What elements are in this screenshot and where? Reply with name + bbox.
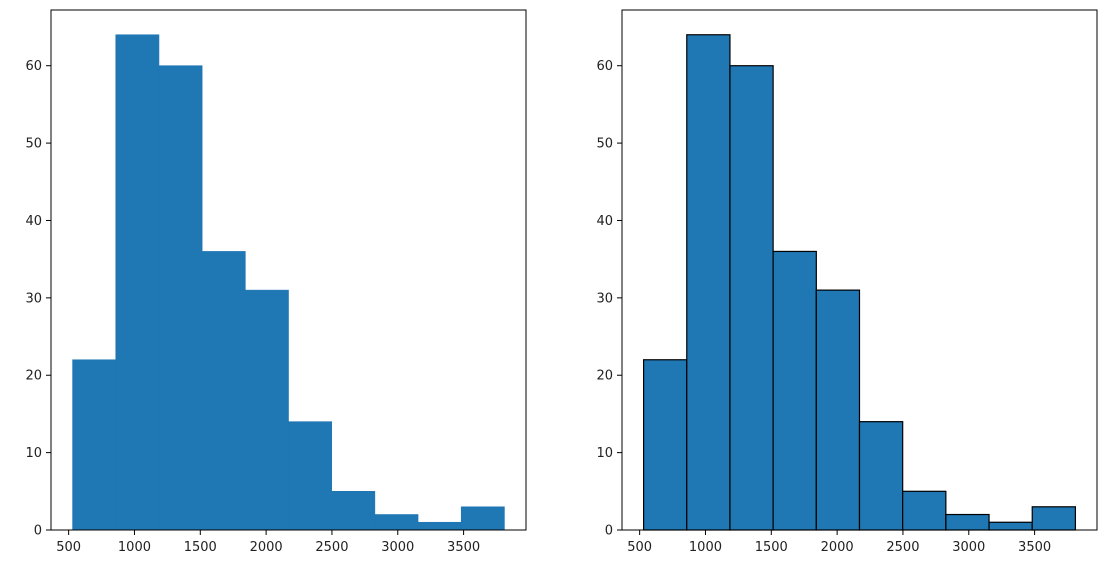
right-x-tick-label: 2500 xyxy=(886,540,919,555)
right-bar-9 xyxy=(1031,506,1077,531)
right-bar-7 xyxy=(945,513,990,531)
left-x-tick-label: 2000 xyxy=(250,540,283,555)
right-bar-8 xyxy=(988,521,1033,531)
right-bar-1 xyxy=(686,34,731,531)
right-y-tick-label: 0 xyxy=(605,524,613,539)
right-x-tick-label: 3000 xyxy=(952,540,985,555)
right-bar-5 xyxy=(858,421,904,531)
right-y-tick-label: 60 xyxy=(596,59,613,74)
left-bar-1 xyxy=(115,34,160,531)
right-x-tick-label: 1500 xyxy=(755,540,788,555)
left-x-tick-label: 3500 xyxy=(447,540,480,555)
left-y-tick-label: 20 xyxy=(25,369,42,384)
right-x-tick-label: 3500 xyxy=(1018,540,1051,555)
right-bar-3 xyxy=(772,250,817,531)
left-bar-9 xyxy=(460,506,505,531)
left-bar-4 xyxy=(245,289,289,531)
right-bar-6 xyxy=(902,490,947,531)
left-bars xyxy=(72,34,505,531)
left-x-tick-label: 500 xyxy=(56,540,81,555)
left-x-tick-label: 1500 xyxy=(184,540,217,555)
right-bar-4 xyxy=(815,289,861,531)
left-y-tick-label: 30 xyxy=(25,291,42,306)
right-axes-frame xyxy=(621,9,1098,531)
left-bar-7 xyxy=(374,514,419,531)
right-y-tick-label: 50 xyxy=(596,137,613,152)
right-x-tick-label: 2000 xyxy=(821,540,854,555)
histogram-left: 500 1000 1500 2000 2500 3000 3500 0 10 20 30 40 50 60 xyxy=(25,9,527,555)
right-bars xyxy=(642,34,1077,531)
right-y-tick-label: 40 xyxy=(596,214,613,229)
left-bar-8 xyxy=(417,521,462,531)
left-bar-6 xyxy=(331,491,376,531)
left-y-tick-label: 40 xyxy=(25,214,42,229)
left-x-tick-label: 1000 xyxy=(118,540,151,555)
left-y-tick-label: 60 xyxy=(25,59,42,74)
right-bar-0 xyxy=(642,359,688,531)
left-axes-frame xyxy=(50,9,527,531)
right-bar-2 xyxy=(729,65,774,531)
right-y-tick-label: 30 xyxy=(596,291,613,306)
left-bar-3 xyxy=(201,251,246,531)
left-y-tick-label: 50 xyxy=(25,137,42,152)
left-bar-2 xyxy=(158,65,203,531)
right-y-tick-label: 20 xyxy=(596,369,613,384)
left-y-tick-label: 10 xyxy=(25,446,42,461)
right-x-tick-label: 1000 xyxy=(689,540,722,555)
left-y-tick-label: 0 xyxy=(34,524,42,539)
right-y-tick-label: 10 xyxy=(596,446,613,461)
left-bar-5 xyxy=(288,421,332,531)
histogram-right: 500 1000 1500 2000 2500 3000 3500 0 10 20 30 40 50 60 xyxy=(596,9,1098,555)
right-x-tick-label: 500 xyxy=(627,540,652,555)
left-x-tick-label: 2500 xyxy=(315,540,348,555)
left-x-tick-label: 3000 xyxy=(381,540,414,555)
left-bar-0 xyxy=(72,359,117,531)
